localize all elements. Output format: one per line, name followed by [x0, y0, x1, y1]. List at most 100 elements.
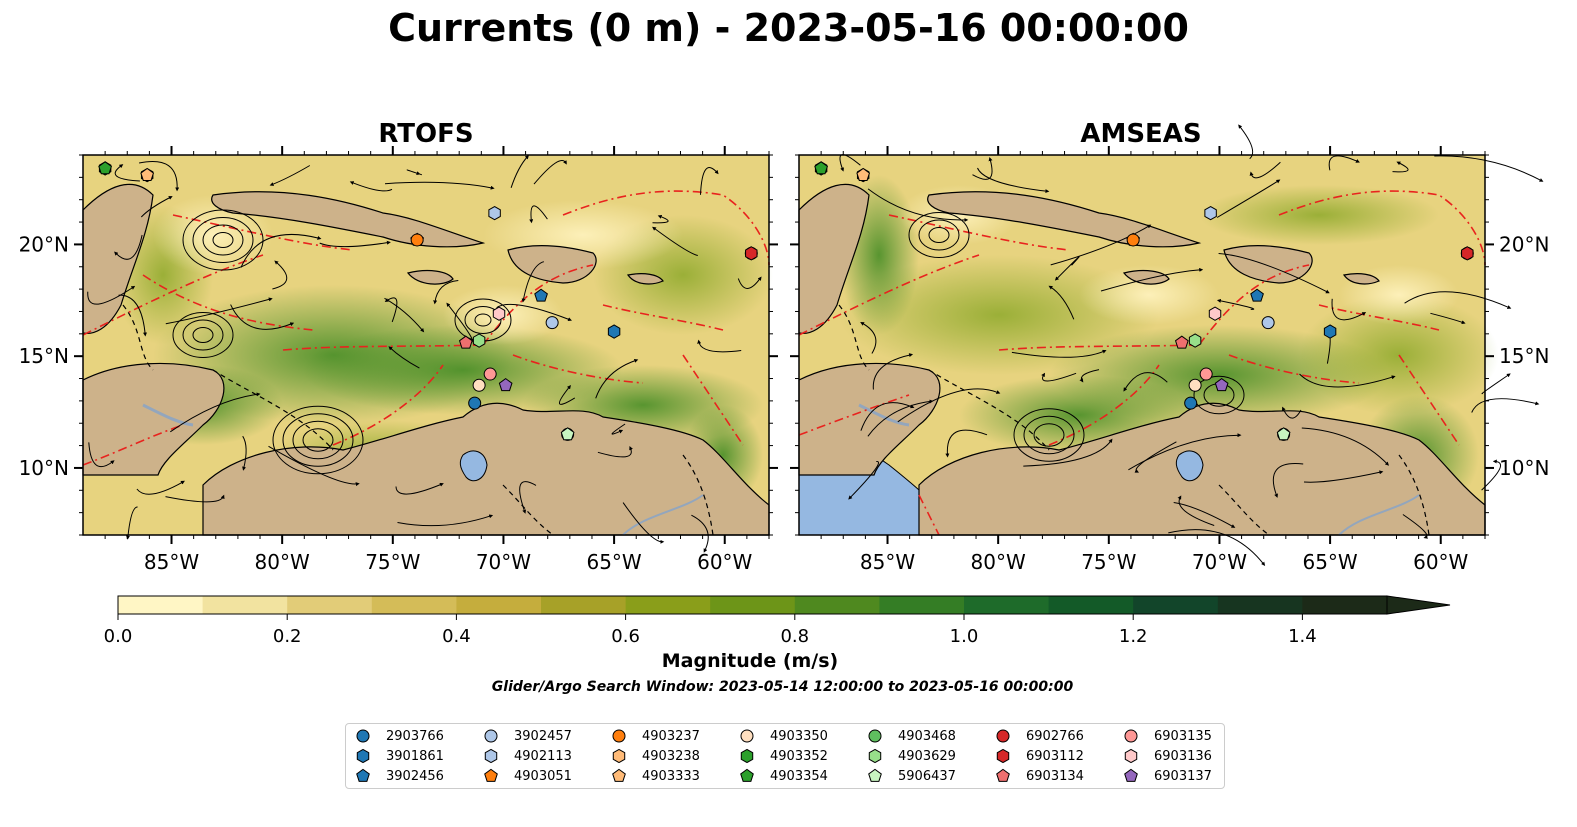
colorbar-bin: [118, 596, 204, 614]
colorbar-label: Magnitude (m/s): [661, 650, 839, 672]
legend-item: 6903136: [1122, 746, 1212, 766]
figure-title: Currents (0 m) - 2023-05-16 00:00:00: [388, 6, 1189, 50]
hexagon-marker-icon: [996, 748, 1010, 764]
colorbar-bin: [964, 596, 1050, 614]
lon-tick-label: 70°W: [476, 550, 531, 574]
legend-marker-6903112: [996, 748, 1010, 764]
legend-label: 6903134: [1026, 768, 1084, 784]
colorbar-bin: [371, 596, 457, 614]
legend-label: 6903135: [1154, 728, 1212, 744]
float-marker-4903354: [814, 161, 828, 175]
legend-label: 4903350: [770, 728, 828, 744]
legend-marker-6903137: [1124, 768, 1138, 782]
circle-marker-icon: [868, 729, 882, 743]
float-marker-4903629: [1188, 333, 1202, 348]
hexagon-marker-icon: [484, 748, 498, 764]
float-marker-2903766: [1184, 396, 1198, 410]
colorbar-tick-label: 0.2: [273, 626, 302, 647]
legend-marker-6903135: [1124, 729, 1138, 743]
lon-tick-label: 60°W: [697, 550, 752, 574]
colorbar-bin: [1048, 596, 1134, 614]
panel-title-amseas: AMSEAS: [1080, 119, 1202, 149]
search-window-caption: Glider/Argo Search Window: 2023-05-14 12…: [491, 679, 1074, 695]
colorbar-bin: [710, 596, 796, 614]
legend-label: 3902456: [386, 768, 444, 784]
float-marker-4903237: [410, 233, 424, 247]
legend-label: 5906437: [898, 768, 956, 784]
legend-label: 6903136: [1154, 748, 1212, 764]
colorbar-bin: [541, 596, 627, 614]
float-marker-6903112: [1461, 246, 1474, 261]
legend-label: 6903137: [1154, 768, 1212, 784]
circle-marker-icon: [996, 729, 1010, 743]
colorbar-bin: [794, 596, 880, 614]
colorbar-bin: [879, 596, 965, 614]
float-marker-6903136: [1208, 306, 1222, 321]
legend-marker-4903051: [484, 768, 498, 782]
colorbar-bin: [456, 596, 542, 614]
legend-item: 4902113: [482, 746, 572, 766]
legend-marker-4903350: [740, 729, 754, 743]
legend-item: 4903352: [738, 746, 828, 766]
legend-item: 4903238: [610, 746, 700, 766]
legend-marker-4903468: [868, 729, 882, 743]
float-marker-3901861: [607, 324, 621, 339]
legend-marker-3902457: [484, 729, 498, 743]
lat-tick-label: 20°N: [1499, 232, 1549, 256]
lon-tick-label: 75°W: [365, 550, 420, 574]
float-marker-4903629: [472, 333, 486, 348]
legend-item: 4903468: [866, 726, 956, 746]
legend-marker-3902456: [356, 768, 370, 782]
circle-marker-icon: [484, 729, 498, 743]
map-panel-rtofs: 85°W 80°W 75°W 70°W 65°W 60°W 20°N 15°N 10°N: [19, 146, 778, 574]
lat-tick-label: 10°N: [1499, 456, 1549, 480]
legend-marker-4903352: [740, 748, 754, 764]
pentagon-marker-icon: [996, 768, 1010, 782]
float-marker-6903135: [483, 367, 497, 381]
circle-marker-icon: [356, 729, 370, 743]
circle-marker-icon: [1124, 729, 1138, 743]
legend-marker-4903354: [740, 768, 754, 782]
float-marker-4903354: [98, 161, 112, 175]
lon-tick-label: 75°W: [1081, 550, 1136, 574]
float-marker-4902113: [488, 205, 501, 221]
lat-tick-label: 15°N: [19, 344, 69, 368]
float-marker-3901861: [1323, 324, 1337, 339]
colorbar-bin: [625, 596, 711, 614]
pentagon-marker-icon: [740, 768, 754, 782]
legend-item: 4903629: [866, 746, 956, 766]
hexagon-marker-icon: [612, 748, 626, 764]
legend-item: 6903112: [994, 746, 1084, 766]
lon-tick-label: 80°W: [971, 550, 1026, 574]
colorbar-tick-label: 1.4: [1288, 626, 1317, 647]
hexagon-marker-icon: [740, 748, 754, 764]
float-marker-3902456: [534, 288, 548, 302]
hexagon-marker-icon: [356, 748, 370, 764]
legend-label: 4903051: [514, 768, 572, 784]
legend-marker-5906437: [868, 768, 882, 782]
float-marker-4903350: [1188, 378, 1202, 392]
legend-marker-6902766: [996, 729, 1010, 743]
legend-item: 6903137: [1122, 766, 1212, 786]
float-marker-6903134: [458, 335, 473, 349]
float-marker-6903137: [1214, 378, 1229, 392]
colorbar-bin: [202, 596, 288, 614]
legend-item: 5906437: [866, 766, 956, 786]
legend-marker-4903333: [612, 768, 626, 782]
float-legend: 2903766 3901861 3902456 3902457 4902113 49030…: [345, 723, 1225, 789]
legend-label: 6902766: [1026, 728, 1084, 744]
lon-tick-label: 85°W: [860, 550, 915, 574]
float-marker-4903333: [140, 167, 155, 181]
colorbar-tick-label: 0.4: [442, 626, 471, 647]
legend-label: 4903629: [898, 748, 956, 764]
lon-tick-label: 65°W: [1302, 550, 1357, 574]
legend-label: 4902113: [514, 748, 572, 764]
lat-tick-label: 10°N: [19, 456, 69, 480]
float-marker-5906437: [1276, 427, 1291, 441]
float-marker-6903112: [745, 246, 758, 261]
legend-marker-4903238: [612, 748, 626, 764]
colorbar-tick-label: 0.6: [611, 626, 640, 647]
float-marker-6903135: [1199, 367, 1213, 381]
legend-label: 3902457: [514, 728, 572, 744]
lon-tick-label: 80°W: [255, 550, 310, 574]
